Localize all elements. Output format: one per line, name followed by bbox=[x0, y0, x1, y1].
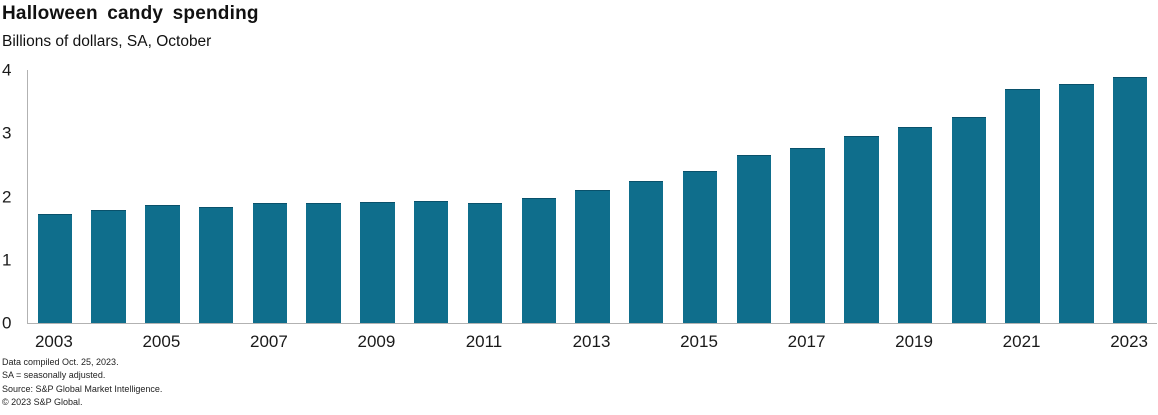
y-tick-2: 2 bbox=[2, 187, 12, 206]
bar-2019 bbox=[897, 126, 933, 323]
footnotes: Data compiled Oct. 25, 2023. SA = season… bbox=[2, 356, 162, 410]
x-tick-2013: 2013 bbox=[572, 332, 611, 351]
bar-2013 bbox=[575, 190, 610, 323]
bar-2012 bbox=[521, 198, 556, 323]
x-tick-2019: 2019 bbox=[895, 332, 933, 351]
bar-2003 bbox=[37, 214, 73, 323]
bar-2020 bbox=[951, 116, 987, 323]
y-tick-1: 1 bbox=[2, 250, 12, 270]
bar-2023 bbox=[1112, 76, 1148, 323]
bar-2021 bbox=[1005, 88, 1040, 323]
x-tick-2011: 2011 bbox=[465, 332, 503, 351]
y-tick-0: 0 bbox=[2, 313, 12, 333]
x-tick-2021: 2021 bbox=[1002, 332, 1041, 351]
y-axis: 0 1 2 3 4 bbox=[0, 62, 24, 332]
footnote-copyright: © 2023 S&P Global. bbox=[2, 397, 83, 408]
bar-2004 bbox=[91, 210, 126, 323]
bar-2015 bbox=[682, 170, 718, 323]
x-tick-2015: 2015 bbox=[680, 332, 718, 351]
x-tick-2017: 2017 bbox=[787, 332, 826, 351]
y-tick-4: 4 bbox=[2, 60, 12, 80]
bar-2016 bbox=[736, 155, 771, 323]
bar-2006 bbox=[198, 206, 234, 323]
bar-2014 bbox=[629, 180, 664, 323]
bar-2018 bbox=[844, 136, 879, 323]
x-axis: 2003 2005 2007 2009 2011 2013 2015 2017 2019 2021… bbox=[27, 332, 1156, 356]
x-tick-2009: 2009 bbox=[357, 332, 396, 351]
x-tick-2007: 2007 bbox=[250, 332, 288, 351]
footnote-data-compiled: Data compiled Oct. 25, 2023. bbox=[2, 357, 119, 367]
bar-2017 bbox=[790, 147, 825, 323]
bar-2011 bbox=[467, 203, 503, 323]
footnote-sa-definition: SA = seasonally adjusted. bbox=[2, 370, 106, 381]
chart-title: Halloween candy spending bbox=[2, 3, 259, 24]
x-tick-2005: 2005 bbox=[142, 332, 181, 351]
footnote-source: Source: S&P Global Market Intelligence. bbox=[2, 383, 163, 394]
chart-subtitle: Billions of dollars, SA, October bbox=[2, 33, 212, 50]
y-tick-3: 3 bbox=[2, 123, 12, 143]
x-tick-2003: 2003 bbox=[34, 332, 73, 351]
bar-2007 bbox=[252, 202, 288, 323]
bar-2008 bbox=[306, 203, 341, 323]
bar-2010 bbox=[414, 200, 449, 323]
bar-2005 bbox=[145, 205, 180, 323]
x-tick-2023: 2023 bbox=[1110, 332, 1149, 351]
plot-area bbox=[27, 70, 1157, 324]
bar-2022 bbox=[1059, 83, 1094, 323]
bar-2009 bbox=[360, 202, 395, 323]
